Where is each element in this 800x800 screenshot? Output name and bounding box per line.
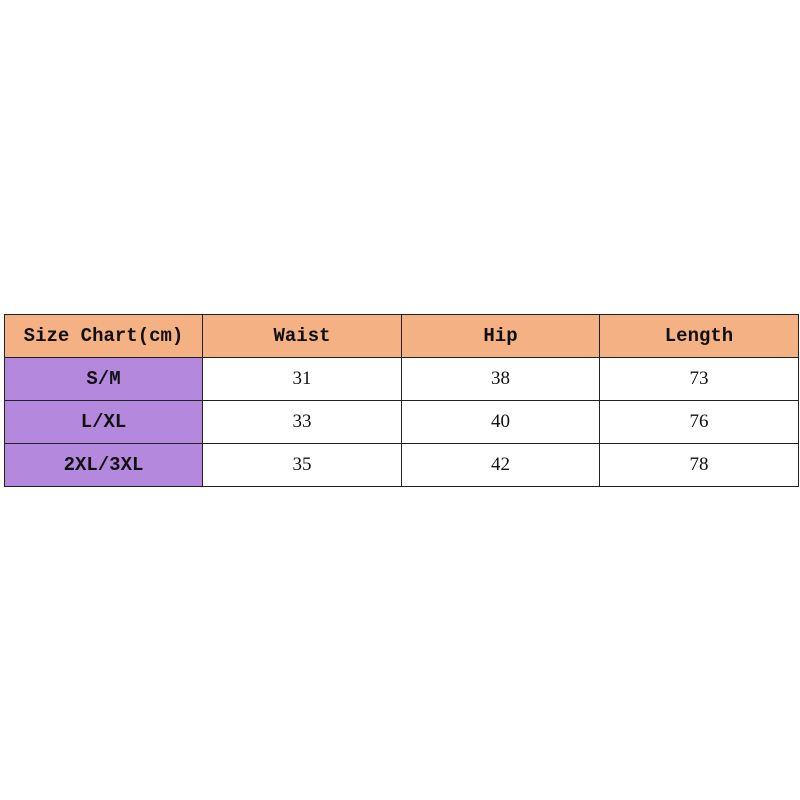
length-cell: 78 xyxy=(599,443,799,487)
header-length: Length xyxy=(599,314,799,358)
hip-cell: 40 xyxy=(401,400,600,444)
hip-cell: 42 xyxy=(401,443,600,487)
header-waist: Waist xyxy=(202,314,402,358)
size-cell: L/XL xyxy=(4,400,203,444)
header-hip: Hip xyxy=(401,314,600,358)
length-cell: 73 xyxy=(599,357,799,401)
table-row: 2XL/3XL 35 42 78 xyxy=(4,443,799,487)
header-size-chart: Size Chart(cm) xyxy=(4,314,203,358)
size-chart-table: Size Chart(cm) Waist Hip Length S/M 31 3… xyxy=(4,314,799,487)
size-cell: S/M xyxy=(4,357,203,401)
waist-cell: 33 xyxy=(202,400,402,444)
waist-cell: 35 xyxy=(202,443,402,487)
waist-cell: 31 xyxy=(202,357,402,401)
hip-cell: 38 xyxy=(401,357,600,401)
size-cell: 2XL/3XL xyxy=(4,443,203,487)
table-row: S/M 31 38 73 xyxy=(4,357,799,401)
table-row: L/XL 33 40 76 xyxy=(4,400,799,444)
header-row: Size Chart(cm) Waist Hip Length xyxy=(4,314,799,358)
length-cell: 76 xyxy=(599,400,799,444)
